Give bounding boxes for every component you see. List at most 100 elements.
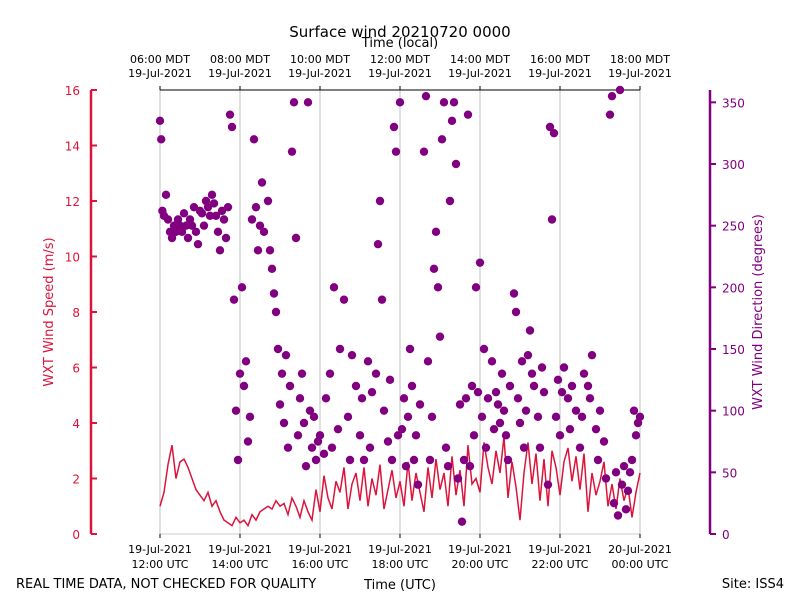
wind-direction-point: [393, 431, 403, 440]
wind-direction-point: [339, 295, 349, 304]
wind-direction-point: [247, 215, 257, 224]
x2-tick-label: 08:00 MDT 19-Jul-2021: [208, 53, 272, 80]
x-tick-label: 19-Jul-2021 18:00 UTC: [368, 543, 432, 571]
wind-direction-point: [521, 406, 531, 415]
wind-direction-point: [157, 135, 166, 144]
wind-direction-point: [429, 264, 439, 274]
wind-direction-point: [431, 227, 441, 237]
wind-direction-point: [299, 418, 309, 428]
wind-direction-point: [183, 233, 193, 243]
wind-direction-point: [467, 381, 477, 391]
wind-direction-point: [277, 369, 287, 378]
wind-direction-point: [265, 246, 275, 255]
y-axis-label: WXT Wind Speed (m/s): [42, 237, 57, 386]
wind-direction-point: [425, 455, 435, 465]
wind-direction-point: [355, 431, 365, 440]
wind-direction-point: [243, 437, 253, 446]
wind-direction-point: [441, 443, 451, 452]
wind-direction-point: [447, 116, 457, 126]
wind-direction-point: [405, 344, 415, 354]
top-axis-label: Time (local): [361, 36, 438, 51]
wind-direction-point: [443, 461, 453, 471]
wind-direction-point: [473, 387, 483, 397]
y2-tick-label: 100: [722, 405, 745, 419]
wind-direction-point: [251, 202, 261, 212]
wind-direction-point: [543, 480, 553, 489]
wind-direction-point: [591, 424, 601, 434]
wind-direction-point: [359, 455, 369, 465]
wind-direction-point: [211, 211, 221, 220]
wind-direction-point: [579, 369, 589, 378]
y2-tick-label: 300: [722, 158, 745, 172]
wind-direction-point: [547, 215, 557, 224]
x2-tick-label: 14:00 MDT 19-Jul-2021: [448, 53, 512, 80]
y-tick-label: 10: [65, 251, 80, 265]
wind-direction-point: [217, 206, 227, 216]
wind-direction-point: [605, 110, 615, 119]
wind-direction-point: [383, 437, 393, 446]
wind-direction-point: [283, 443, 293, 452]
wind-direction-point: [241, 357, 251, 366]
wind-direction-point: [203, 202, 213, 212]
wind-direction-point: [565, 424, 575, 434]
wind-direction-point: [481, 443, 491, 452]
wind-direction-point: [189, 202, 199, 212]
wind-direction-point: [463, 110, 473, 119]
wind-direction-point: [461, 394, 471, 403]
wind-direction-point: [239, 381, 249, 391]
wind-direction-point: [375, 196, 385, 206]
x2-tick-label: 12:00 MDT 19-Jul-2021: [368, 53, 432, 80]
wind-direction-point: [271, 307, 281, 317]
wind-direction-point: [315, 431, 325, 440]
wind-direction-point: [421, 91, 431, 101]
wind-direction-point: [475, 258, 485, 267]
footer-right: Site: ISS4: [722, 577, 784, 592]
wind-direction-point: [503, 455, 513, 465]
wind-direction-point: [465, 461, 475, 471]
x-axis-label: Time (UTC): [363, 578, 436, 593]
wind-direction-point: [181, 221, 191, 230]
x-tick-label: 19-Jul-2021 22:00 UTC: [528, 543, 592, 571]
x2-tick-label: 10:00 MDT 19-Jul-2021: [288, 53, 352, 80]
y-tick-label: 14: [65, 140, 80, 154]
wind-direction-point: [611, 468, 621, 477]
wind-direction-point: [511, 307, 521, 317]
wind-direction-point: [615, 85, 625, 95]
wind-direction-point: [593, 455, 603, 465]
wind-direction-point: [231, 406, 241, 415]
wind-direction-point: [387, 455, 397, 465]
wind-direction-point: [483, 394, 493, 403]
wind-direction-point: [205, 211, 215, 220]
wind-direction-point: [325, 369, 335, 378]
wind-direction-point: [255, 221, 265, 230]
wind-direction-point: [599, 437, 609, 446]
wind-direction-point: [253, 246, 263, 255]
wind-direction-point: [577, 412, 587, 422]
chart-title: Surface wind 20210720 0000: [289, 23, 510, 41]
wind-direction-point: [257, 178, 267, 187]
wind-direction-point: [179, 209, 189, 218]
wind-direction-point: [413, 480, 423, 489]
wind-direction-point: [449, 98, 459, 107]
wind-direction-point: [617, 480, 627, 489]
wind-direction-point: [397, 424, 407, 434]
wind-direction-point: [287, 147, 297, 156]
wind-direction-point: [469, 431, 479, 440]
wind-direction-point: [215, 246, 225, 255]
wind-direction-point: [335, 344, 345, 354]
wind-direction-point: [459, 455, 469, 465]
wind-direction-point: [621, 505, 631, 514]
wind-direction-point: [487, 357, 497, 366]
wind-direction-point: [303, 98, 313, 107]
wind-direction-point: [493, 400, 503, 409]
wind-direction-point: [515, 418, 525, 428]
x-tick-label: 19-Jul-2021 20:00 UTC: [448, 543, 512, 571]
y2-tick-label: 250: [722, 220, 745, 234]
y2-tick-label: 150: [722, 343, 745, 357]
wind-direction-point: [625, 468, 635, 477]
wind-direction-point: [155, 116, 165, 126]
wind-direction-point: [329, 283, 339, 292]
wind-direction-point: [525, 326, 535, 335]
wind-direction-point: [557, 387, 567, 397]
